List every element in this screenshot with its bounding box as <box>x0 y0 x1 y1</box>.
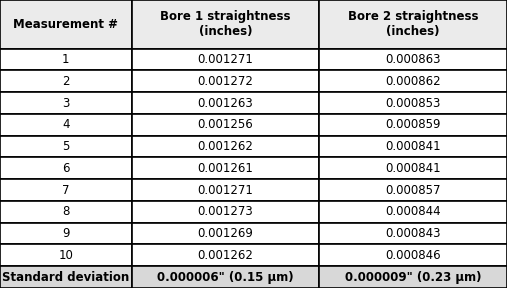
Bar <box>0 201 132 223</box>
Bar <box>132 114 319 136</box>
Text: 9: 9 <box>62 227 69 240</box>
Text: 0.000006" (0.15 μm): 0.000006" (0.15 μm) <box>157 271 294 284</box>
Bar <box>132 179 319 201</box>
Bar <box>0 136 132 158</box>
Bar <box>132 92 319 114</box>
Text: Bore 1 straightness
(inches): Bore 1 straightness (inches) <box>160 10 291 38</box>
Text: 10: 10 <box>58 249 74 262</box>
Text: 0.001262: 0.001262 <box>198 249 254 262</box>
Text: 1: 1 <box>62 53 69 66</box>
Bar <box>319 158 507 179</box>
Text: 0.000853: 0.000853 <box>385 96 441 109</box>
Text: 7: 7 <box>62 183 69 197</box>
Text: Standard deviation: Standard deviation <box>3 271 129 284</box>
Text: 0.000841: 0.000841 <box>385 162 441 175</box>
Text: 0.001271: 0.001271 <box>198 183 254 197</box>
Bar <box>132 70 319 92</box>
Text: 0.000846: 0.000846 <box>385 249 441 262</box>
Bar <box>132 223 319 245</box>
Text: 0.000857: 0.000857 <box>385 183 441 197</box>
Bar <box>0 245 132 266</box>
Bar <box>132 266 319 288</box>
Bar <box>132 245 319 266</box>
Bar <box>132 201 319 223</box>
Bar <box>319 245 507 266</box>
Bar <box>319 201 507 223</box>
Bar <box>132 49 319 70</box>
Bar <box>319 179 507 201</box>
Bar <box>132 158 319 179</box>
Bar <box>319 136 507 158</box>
Bar <box>319 92 507 114</box>
Bar <box>319 114 507 136</box>
Bar <box>0 92 132 114</box>
Bar <box>132 136 319 158</box>
Text: 6: 6 <box>62 162 69 175</box>
Text: 0.000843: 0.000843 <box>385 227 441 240</box>
Text: 0.000844: 0.000844 <box>385 205 441 218</box>
Bar <box>319 0 507 49</box>
Text: 0.001261: 0.001261 <box>198 162 254 175</box>
Bar <box>319 70 507 92</box>
Text: 0.001271: 0.001271 <box>198 53 254 66</box>
Bar <box>0 158 132 179</box>
Bar <box>319 223 507 245</box>
Text: 0.000859: 0.000859 <box>385 118 441 131</box>
Text: 0.000841: 0.000841 <box>385 140 441 153</box>
Text: 0.001269: 0.001269 <box>198 227 254 240</box>
Bar <box>0 70 132 92</box>
Bar <box>0 266 132 288</box>
Text: 8: 8 <box>62 205 69 218</box>
Bar <box>132 0 319 49</box>
Bar <box>319 49 507 70</box>
Text: Bore 2 straightness
(inches): Bore 2 straightness (inches) <box>348 10 479 38</box>
Text: 0.001263: 0.001263 <box>198 96 254 109</box>
Bar <box>0 49 132 70</box>
Text: 0.000862: 0.000862 <box>385 75 441 88</box>
Text: 0.000009" (0.23 μm): 0.000009" (0.23 μm) <box>345 271 482 284</box>
Bar <box>319 266 507 288</box>
Text: 0.001256: 0.001256 <box>198 118 254 131</box>
Bar <box>0 179 132 201</box>
Text: 3: 3 <box>62 96 69 109</box>
Text: 4: 4 <box>62 118 69 131</box>
Text: 0.001262: 0.001262 <box>198 140 254 153</box>
Bar <box>0 114 132 136</box>
Bar <box>0 223 132 245</box>
Bar <box>0 0 132 49</box>
Text: 0.000863: 0.000863 <box>385 53 441 66</box>
Text: 2: 2 <box>62 75 69 88</box>
Text: 0.001273: 0.001273 <box>198 205 254 218</box>
Text: Measurement #: Measurement # <box>14 18 118 31</box>
Text: 5: 5 <box>62 140 69 153</box>
Text: 0.001272: 0.001272 <box>198 75 254 88</box>
